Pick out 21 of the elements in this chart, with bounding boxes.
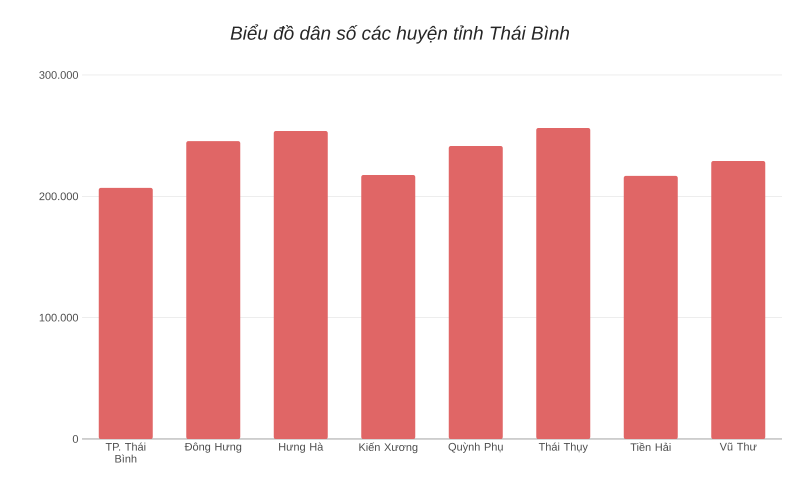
y-tick-label: 300.000	[39, 71, 78, 79]
y-tick-label: 0	[72, 435, 78, 443]
chart-title: Biểu đồ dân số các huyện tỉnh Thái Bình	[230, 24, 570, 44]
x-tick-label: TP. Thái Bình	[106, 442, 146, 463]
bar	[186, 141, 240, 439]
x-tick-label: Đông Hưng	[184, 442, 242, 453]
y-tick-label: 200.000	[39, 192, 78, 200]
bar	[448, 146, 503, 439]
bar	[98, 188, 153, 439]
bar	[536, 128, 590, 439]
x-tick-label: Kiến Xương	[359, 442, 418, 454]
x-tick-label: Tiền Hải	[630, 442, 671, 452]
x-tick-label: Hưng Hà	[279, 442, 324, 453]
x-tick-label: Vũ Thư	[720, 442, 757, 451]
bar	[361, 174, 416, 439]
x-tick-label: Quỳnh Phụ	[448, 442, 503, 453]
y-tick-label: 100.000	[40, 314, 78, 322]
bar	[624, 176, 678, 439]
bar	[274, 131, 328, 439]
bar	[711, 161, 766, 439]
x-tick-label: Thái Thụy	[538, 442, 588, 453]
